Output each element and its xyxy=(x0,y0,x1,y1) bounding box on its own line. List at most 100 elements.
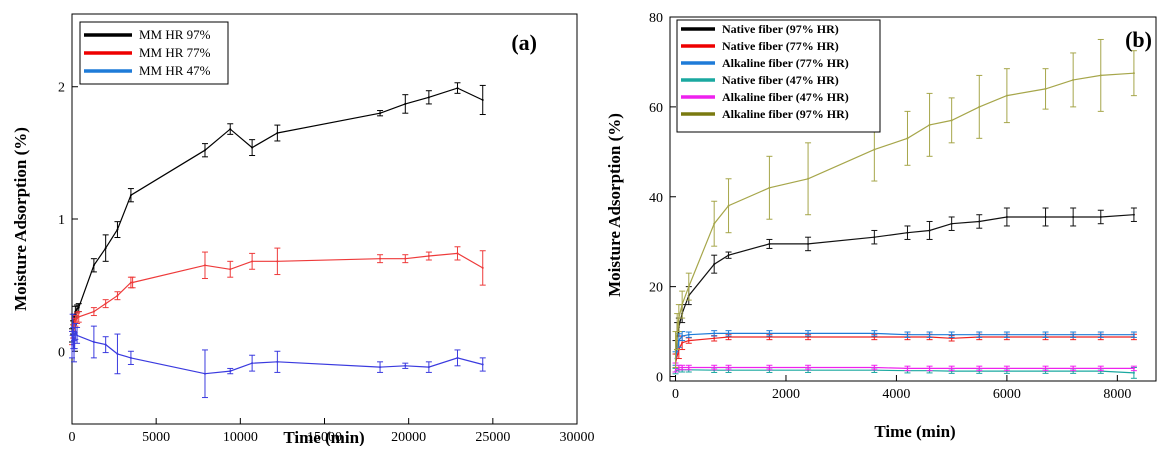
data-point xyxy=(71,343,73,346)
data-point xyxy=(687,285,690,288)
legend-item: Native fiber (77% HR) xyxy=(681,39,839,53)
data-point xyxy=(481,98,484,101)
series-5 xyxy=(672,362,1137,373)
data-point xyxy=(229,268,232,271)
data-point xyxy=(74,330,77,333)
data-point xyxy=(427,366,430,369)
data-point xyxy=(928,333,931,336)
data-point xyxy=(928,229,931,232)
data-point xyxy=(456,87,459,90)
x-tick-label: 0 xyxy=(672,387,679,402)
legend-label: Native fiber (47% HR) xyxy=(722,73,839,87)
data-point xyxy=(727,204,730,207)
data-point xyxy=(1044,367,1047,370)
series-1 xyxy=(69,82,486,343)
legend-a: MM HR 97% MM HR 77% MM HR 47% xyxy=(79,21,229,85)
data-point xyxy=(727,332,730,335)
data-point xyxy=(681,335,684,338)
data-point xyxy=(76,334,79,337)
data-point xyxy=(73,339,76,342)
data-point xyxy=(1005,215,1008,218)
series-line xyxy=(674,332,1134,359)
data-point xyxy=(379,366,382,369)
series-1 xyxy=(672,207,1137,369)
x-axis-label-a: Time (min) xyxy=(283,428,364,446)
data-point xyxy=(92,310,95,313)
data-point xyxy=(276,132,279,135)
series-a xyxy=(69,82,486,399)
data-point xyxy=(481,363,484,366)
legend-item: Native fiber (97% HR) xyxy=(681,22,839,36)
data-point xyxy=(229,128,232,131)
data-point xyxy=(807,177,810,180)
data-point xyxy=(928,367,931,370)
data-point xyxy=(727,366,730,369)
legend-label: Native fiber (77% HR) xyxy=(722,39,839,53)
legend-label: MM HR 97% xyxy=(139,27,211,42)
data-point xyxy=(873,332,876,335)
data-point xyxy=(928,123,931,126)
data-point xyxy=(1044,87,1047,90)
y-axis-label-b: Moisture Adsorption (%) xyxy=(605,113,624,297)
y-tick-label: 40 xyxy=(649,191,663,206)
data-point xyxy=(978,220,981,223)
data-point xyxy=(873,148,876,151)
data-point xyxy=(807,332,810,335)
legend-b: Native fiber (97% HR) Native fiber (77% H… xyxy=(676,19,881,133)
x-tick-label: 4000 xyxy=(882,387,910,402)
data-point xyxy=(379,257,382,260)
data-point xyxy=(1099,74,1102,77)
legend-item: Alkaline fiber (77% HR) xyxy=(681,56,849,70)
data-point xyxy=(906,231,909,234)
legend-item: MM HR 97% xyxy=(84,27,211,42)
data-point xyxy=(807,242,810,245)
panel-label-a: (a) xyxy=(511,30,537,55)
data-point xyxy=(456,252,459,255)
data-point xyxy=(713,263,716,266)
data-point xyxy=(379,112,382,115)
data-point xyxy=(1044,333,1047,336)
data-point xyxy=(1132,367,1135,370)
series-6 xyxy=(672,38,1137,369)
data-point xyxy=(727,254,730,257)
data-point xyxy=(104,343,107,346)
data-point xyxy=(768,332,771,335)
ticks-b: 0 2000 4000 6000 8000 0 20 40 60 80 xyxy=(649,11,1131,402)
data-point xyxy=(807,366,810,369)
x-axis-label-b: Time (min) xyxy=(874,422,955,441)
legend-label: Alkaline fiber (97% HR) xyxy=(722,107,849,121)
data-point xyxy=(1072,333,1075,336)
data-point xyxy=(950,119,953,122)
data-point xyxy=(768,366,771,369)
series-3 xyxy=(69,313,486,399)
y-axis-label-a: Moisture Adsorption (%) xyxy=(11,127,30,311)
x-tick-label: 2000 xyxy=(772,387,800,402)
data-point xyxy=(681,303,684,306)
y-tick-label: 80 xyxy=(649,11,663,26)
ticks-a: 0 5000 10000 15000 20000 25000 30000 0 1 2 xyxy=(58,81,595,445)
data-point xyxy=(950,222,953,225)
legend-label: Alkaline fiber (47% HR) xyxy=(722,90,849,104)
data-point xyxy=(713,337,716,340)
data-point xyxy=(1044,215,1047,218)
x-tick-label: 30000 xyxy=(560,430,595,445)
series-b xyxy=(672,38,1137,379)
data-point xyxy=(129,281,132,284)
plot-area-b xyxy=(669,16,1157,382)
x-tick-label: 15000 xyxy=(307,430,342,445)
legend-item: MM HR 77% xyxy=(84,45,211,60)
data-point xyxy=(104,247,107,250)
legend-label: Alkaline fiber (77% HR) xyxy=(722,56,849,70)
data-point xyxy=(681,366,684,369)
data-point xyxy=(873,366,876,369)
data-point xyxy=(116,352,119,355)
data-point xyxy=(404,257,407,260)
series-2 xyxy=(69,246,486,346)
x-tick-label: 8000 xyxy=(1103,387,1131,402)
data-point xyxy=(687,339,690,342)
data-point xyxy=(276,260,279,263)
data-point xyxy=(1072,78,1075,81)
chart-panel-a: 0 5000 10000 15000 20000 25000 30000 0 1 2 MM HR … xyxy=(11,13,595,447)
data-point xyxy=(713,332,716,335)
